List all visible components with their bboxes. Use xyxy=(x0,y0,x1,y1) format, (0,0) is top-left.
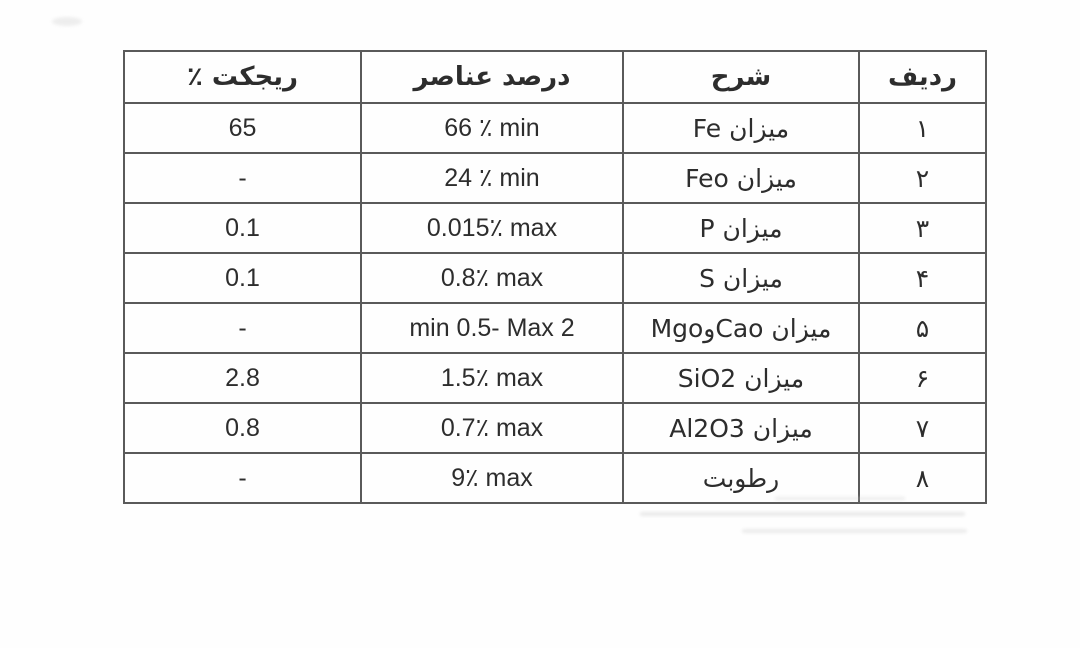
cell-row-number: ۲ xyxy=(858,152,987,204)
cell-row-number: ۸ xyxy=(858,452,987,504)
cell-reject: 2.8 xyxy=(123,352,362,404)
scan-artifact xyxy=(640,512,965,516)
cell-row-number: ۳ xyxy=(858,202,987,254)
cell-reject: 0.8 xyxy=(123,402,362,454)
cell-description: میزان P xyxy=(622,202,860,254)
cell-reject: 65 xyxy=(123,102,362,154)
cell-percent: 0.015٪ max xyxy=(360,202,624,254)
cell-reject: 0.1 xyxy=(123,202,362,254)
cell-percent: min 0.5- Max 2 xyxy=(360,302,624,354)
cell-reject: - xyxy=(123,152,362,204)
cell-reject: - xyxy=(123,302,362,354)
scan-artifact xyxy=(742,529,967,533)
cell-reject: - xyxy=(123,452,362,504)
cell-row-number: ۱ xyxy=(858,102,987,154)
scan-artifact xyxy=(52,17,82,26)
cell-description: میزان S xyxy=(622,252,860,304)
table-row: ۴ میزان S 0.8٪ max 0.1 xyxy=(123,252,987,304)
cell-percent: 0.7٪ max xyxy=(360,402,624,454)
table-row: ۷ میزان Al2O3 0.7٪ max 0.8 xyxy=(123,402,987,454)
cell-row-number: ۵ xyxy=(858,302,987,354)
header-description: شرح xyxy=(622,50,860,104)
cell-reject: 0.1 xyxy=(123,252,362,304)
cell-percent: 66 ٪ min xyxy=(360,102,624,154)
cell-percent: 9٪ max xyxy=(360,452,624,504)
cell-description: میزان SiO2 xyxy=(622,352,860,404)
table-row: ۵ میزان CaoوMgo min 0.5- Max 2 - xyxy=(123,302,987,354)
cell-row-number: ۷ xyxy=(858,402,987,454)
table-row: ۲ میزان Feo 24 ٪ min - xyxy=(123,152,987,204)
cell-percent: 0.8٪ max xyxy=(360,252,624,304)
table-row: ۸ رطوبت 9٪ max - xyxy=(123,452,987,504)
table-row: ۱ میزان Fe 66 ٪ min 65 xyxy=(123,102,987,154)
header-reject: ریجکت ٪ xyxy=(123,50,362,104)
cell-percent: 1.5٪ max xyxy=(360,352,624,404)
header-percent: درصد عناصر xyxy=(360,50,624,104)
header-row-number: ردیف xyxy=(858,50,987,104)
cell-description: میزان Feo xyxy=(622,152,860,204)
cell-description: میزان CaoوMgo xyxy=(622,302,860,354)
cell-percent: 24 ٪ min xyxy=(360,152,624,204)
table-row: ۳ میزان P 0.015٪ max 0.1 xyxy=(123,202,987,254)
material-spec-table: ردیف شرح درصد عناصر ریجکت ٪ ۱ میزان Fe 6… xyxy=(123,50,987,504)
cell-row-number: ۶ xyxy=(858,352,987,404)
cell-row-number: ۴ xyxy=(858,252,987,304)
cell-description: میزان Al2O3 xyxy=(622,402,860,454)
header-row: ردیف شرح درصد عناصر ریجکت ٪ xyxy=(123,50,987,104)
cell-description: رطوبت xyxy=(622,452,860,504)
table-row: ۶ میزان SiO2 1.5٪ max 2.8 xyxy=(123,352,987,404)
cell-description: میزان Fe xyxy=(622,102,860,154)
